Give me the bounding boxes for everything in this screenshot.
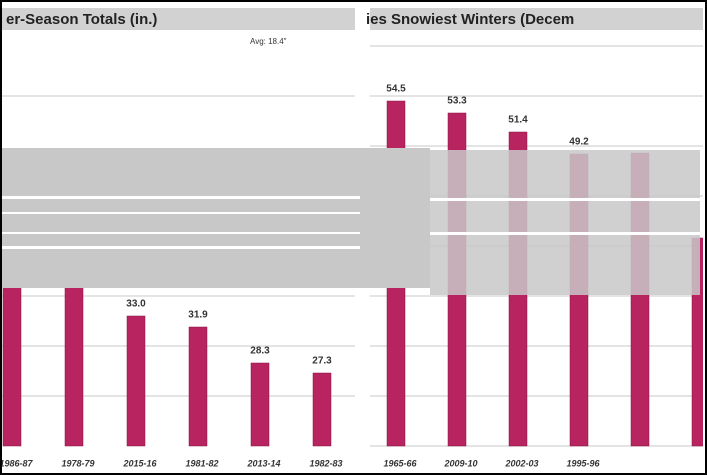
value-label: 54.5 [386, 84, 406, 95]
glitch-overlay [0, 148, 700, 295]
x-tick-label: 2013-14 [246, 458, 280, 468]
annotation: Avg: 18.4" [250, 37, 287, 46]
value-label: 33.0 [126, 299, 146, 310]
chart-title: er-Season Totals (in.) [6, 11, 157, 28]
x-tick-label: 1995-96 [566, 458, 600, 468]
x-tick-label: 2009-10 [443, 458, 477, 468]
title-band [0, 8, 355, 30]
bar [126, 315, 146, 447]
value-label: 28.3 [250, 346, 270, 357]
value-label: 27.3 [312, 356, 332, 367]
y-tick-label: 20.0 [343, 441, 363, 452]
value-label: 49.2 [569, 137, 589, 148]
bar [691, 237, 703, 447]
y-tick-label: 60.0 [343, 41, 363, 52]
left-chart: er-Season Totals (in.)Avg: 18.4"41.91986… [0, 8, 355, 468]
chart-title: ies Snowiest Winters (Decem [366, 11, 574, 28]
x-tick-label: 1986-87 [0, 458, 34, 468]
x-tick-label: 1965-66 [383, 458, 417, 468]
value-label: 51.4 [508, 115, 528, 126]
value-label: 31.9 [188, 310, 208, 321]
x-tick-label: 2015-16 [122, 458, 157, 468]
bar [250, 362, 270, 447]
title-band [370, 8, 703, 30]
value-label: 53.3 [447, 96, 467, 107]
x-tick-label: 1981-82 [185, 458, 218, 468]
bar [64, 279, 84, 447]
x-tick-label: 1982-83 [309, 458, 342, 468]
x-tick-label: 1978-79 [61, 458, 94, 468]
bar [188, 326, 208, 447]
bar [312, 372, 332, 447]
x-tick-label: 2002-03 [504, 458, 538, 468]
